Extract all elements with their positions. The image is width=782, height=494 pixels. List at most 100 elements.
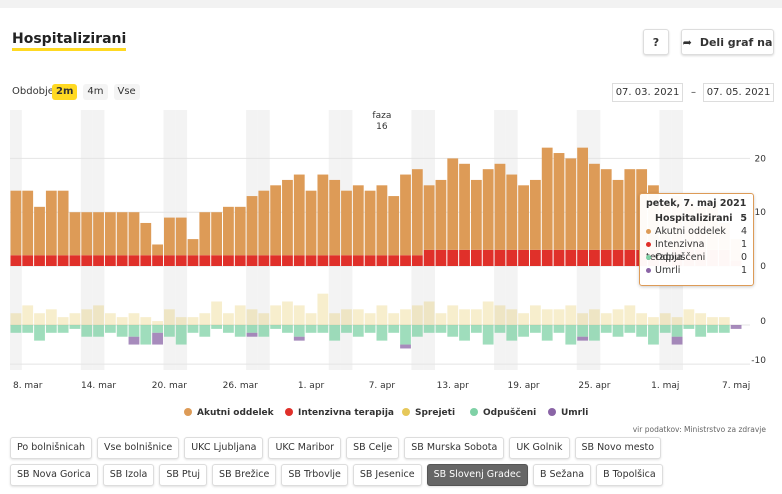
bar xyxy=(152,321,163,325)
bar xyxy=(93,255,104,266)
hospital-button[interactable]: SB Trbovlje xyxy=(281,464,348,486)
bar xyxy=(695,324,707,337)
hospital-button[interactable]: UKC Maribor xyxy=(268,437,342,459)
date-from[interactable]: 07. 03. 2021 xyxy=(612,83,683,102)
bar xyxy=(211,324,223,329)
hospital-button[interactable]: SB Jesenice xyxy=(352,464,422,486)
bar xyxy=(411,305,423,325)
y-tick-label: 0 xyxy=(760,262,766,272)
bar xyxy=(270,305,282,325)
date-to[interactable]: 07. 05. 2021 xyxy=(703,83,774,102)
hospital-button[interactable]: Po bolnišnicah xyxy=(10,437,93,459)
bar xyxy=(388,324,400,333)
bar xyxy=(10,255,22,266)
bar xyxy=(600,324,612,333)
hospital-button[interactable]: SB Nova Gorica xyxy=(10,464,98,486)
bar xyxy=(364,324,376,333)
bar xyxy=(187,255,199,266)
hospital-button[interactable]: SB Novo mesto xyxy=(574,437,662,459)
bar xyxy=(140,255,152,266)
y2-tick-label: -10 xyxy=(751,356,766,366)
bar xyxy=(22,324,34,333)
bar xyxy=(695,313,707,325)
bar xyxy=(104,324,116,333)
hospital-button[interactable]: B Topolšica xyxy=(596,464,663,486)
bar xyxy=(116,255,128,266)
share-button[interactable]: ➦ Deli graf na xyxy=(681,29,774,55)
bar xyxy=(57,255,69,266)
legend-label: Akutni oddelek xyxy=(197,408,275,418)
bar xyxy=(329,255,341,266)
period-button[interactable]: Vse xyxy=(113,84,140,100)
period-button[interactable]: 2m xyxy=(52,84,78,100)
bar xyxy=(482,301,494,325)
hospital-button[interactable]: Vse bolnišnice xyxy=(97,437,180,459)
bar xyxy=(589,249,600,266)
bar xyxy=(423,324,435,333)
hospital-button[interactable]: SB Slovenj Gradec xyxy=(426,464,528,486)
bar xyxy=(529,249,541,266)
x-tick-label: 7. apr xyxy=(369,381,396,391)
tooltip-dot xyxy=(646,229,651,234)
bar xyxy=(140,222,152,256)
hospital-button[interactable]: SB Ptuj xyxy=(159,464,208,486)
bar xyxy=(648,324,659,345)
hospital-button[interactable]: SB Celje xyxy=(346,437,400,459)
bar xyxy=(612,324,624,337)
bar xyxy=(199,313,211,325)
bar xyxy=(234,206,246,256)
y2-tick-label: 0 xyxy=(760,317,766,327)
bar xyxy=(140,324,152,345)
source: vir podatkov: Ministrstvo za zdravje xyxy=(632,425,766,434)
bar xyxy=(45,324,57,333)
bar xyxy=(293,174,305,256)
bar xyxy=(45,255,57,266)
hospital-buttons: Po bolnišnicah Vse bolnišnice UKC Ljubljan… xyxy=(10,437,750,486)
bar xyxy=(258,324,270,337)
y-tick-label: 10 xyxy=(755,208,767,218)
x-tick-label: 20. mar xyxy=(152,381,187,391)
bar xyxy=(624,169,636,250)
bar xyxy=(199,212,211,256)
bar xyxy=(529,305,541,325)
tooltip-row: Intenzivna terapija 1 xyxy=(646,238,747,263)
bar xyxy=(317,293,329,325)
annotation-label: faza xyxy=(372,111,391,121)
bar xyxy=(423,185,435,250)
bar xyxy=(376,305,388,325)
bar xyxy=(152,324,163,333)
bar xyxy=(388,196,400,256)
share-icon: ➦ xyxy=(682,35,692,49)
bar xyxy=(104,212,116,256)
hospital-button[interactable]: UK Golnik xyxy=(509,437,570,459)
bar xyxy=(246,196,258,256)
bar xyxy=(494,324,506,333)
bar xyxy=(624,249,636,266)
bar xyxy=(494,163,506,250)
bar xyxy=(93,324,104,337)
bar xyxy=(435,179,447,250)
hospital-button[interactable]: B Sežana xyxy=(532,464,592,486)
legend-marker xyxy=(285,408,293,416)
bar xyxy=(364,313,376,325)
bar xyxy=(636,324,648,337)
legend-marker xyxy=(470,408,478,416)
bar xyxy=(683,309,695,325)
bar xyxy=(223,324,234,333)
bar xyxy=(411,255,423,266)
period-button[interactable]: 4m xyxy=(83,84,108,100)
bar xyxy=(565,249,577,266)
bar xyxy=(305,255,317,266)
hospital-button[interactable]: SB Brežice xyxy=(212,464,277,486)
bar xyxy=(258,255,270,266)
bar xyxy=(718,317,730,325)
x-tick-label: 1. maj xyxy=(651,381,679,391)
hospital-button[interactable]: SB Izola xyxy=(102,464,155,486)
bar xyxy=(364,255,376,266)
hospital-button[interactable]: UKC Ljubljana xyxy=(184,437,264,459)
help-button[interactable]: ? xyxy=(643,29,669,55)
hospital-button[interactable]: SB Murska Sobota xyxy=(404,437,505,459)
bar xyxy=(411,169,423,256)
legend-marker xyxy=(184,408,192,416)
tooltip-row-name: Intenzivna terapija xyxy=(646,239,705,263)
